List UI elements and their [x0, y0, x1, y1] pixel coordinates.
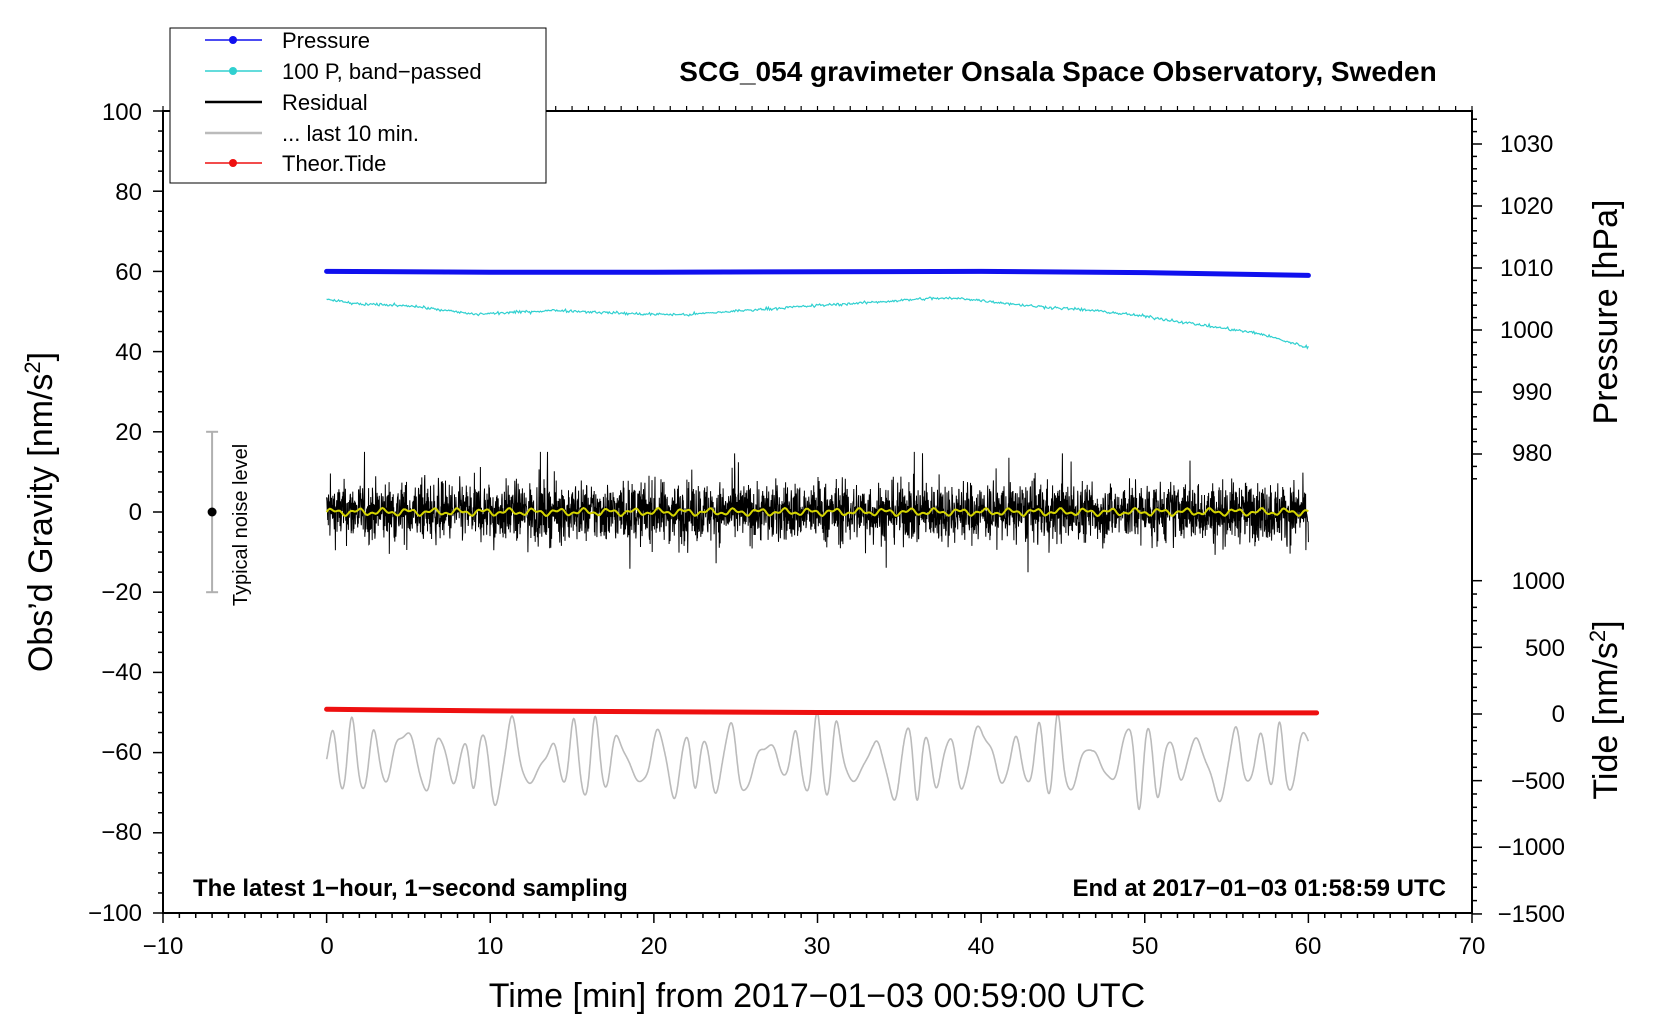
pressure-tick-label: 1030 [1500, 131, 1553, 158]
tide-tick-label: 500 [1525, 635, 1565, 662]
tide-tick-label: −1500 [1498, 901, 1565, 928]
annotation-right: End at 2017−01−03 01:58:59 UTC [1072, 875, 1446, 902]
x-tick-label: 20 [641, 933, 668, 960]
legend-swatches [205, 36, 262, 167]
legend-label-last10: ... last 10 min. [282, 121, 419, 146]
x-tick-label: 50 [1132, 933, 1159, 960]
y-tick-label: 0 [129, 499, 142, 526]
chart-title: SCG_054 gravimeter Onsala Space Observat… [679, 56, 1436, 87]
legend-label-bandpassed: 100 P, band−passed [282, 59, 482, 84]
legend-box [169, 27, 547, 184]
pressure-tick-label: 1020 [1500, 193, 1553, 220]
x-axis-title: Time [min] from 2017−01−03 00:59:00 UTC [489, 977, 1145, 1015]
y-tick-label: 40 [115, 339, 142, 366]
x-tick-label: 30 [804, 933, 831, 960]
tide-tick-labels: 1000 500 0 −500 −1000 −1500 [1498, 568, 1565, 928]
noise-center-dot [207, 507, 217, 517]
x-tick-labels: −10 0 10 20 30 40 50 60 70 [143, 933, 1486, 960]
pressure-tick-label: 1000 [1500, 317, 1553, 344]
y-tick-label: −60 [101, 739, 142, 766]
x-tick-label: −10 [143, 933, 184, 960]
y-tick-label: −40 [101, 659, 142, 686]
legend-label-pressure: Pressure [282, 28, 370, 53]
legend-swatch-marker [229, 159, 237, 167]
residual-smoothed-line [325, 506, 1309, 518]
y-tick-label: 20 [115, 419, 142, 446]
x-tick-label: 10 [477, 933, 504, 960]
legend-label-tide: Theor.Tide [282, 151, 386, 176]
y-tick-label: 100 [102, 99, 142, 126]
pressure-tick-labels: 1030 1020 1010 1000 990 980 [1500, 131, 1553, 467]
series-layer [324, 268, 1320, 811]
y-axis-tide-title: Tide [nm/s2] [1585, 620, 1625, 799]
y-tick-label: −80 [101, 819, 142, 846]
last10-line [325, 711, 1310, 811]
residual-line [326, 451, 1309, 573]
legend-swatch-marker [229, 67, 237, 75]
tide-tick-label: −1000 [1498, 834, 1565, 861]
tide-tick-label: −500 [1511, 768, 1565, 795]
x-tick-label: 0 [320, 933, 333, 960]
pressure-tick-label: 980 [1512, 440, 1552, 467]
y-axis-left-title: Obs’d Gravity [nm/s2] [20, 352, 60, 672]
legend-swatch-marker [229, 36, 237, 44]
y-tick-label: 80 [115, 179, 142, 206]
pressure-tick-label: 990 [1512, 379, 1552, 406]
pressure-tick-label: 1010 [1500, 255, 1553, 282]
tide-tick-label: 1000 [1512, 568, 1565, 595]
noise-level-label: Typical noise level [230, 444, 252, 606]
y-axis-pressure-title: Pressure [hPa] [1587, 200, 1625, 425]
annotation-left: The latest 1−hour, 1−second sampling [193, 875, 628, 902]
x-tick-label: 70 [1459, 933, 1486, 960]
legend-label-residual: Residual [282, 90, 368, 115]
x-tick-label: 40 [968, 933, 995, 960]
noise-indicator [206, 430, 219, 594]
tide-tick-label: 0 [1552, 701, 1565, 728]
pressure-line [324, 268, 1311, 278]
legend: Pressure 100 P, band−passed Residual ...… [169, 27, 547, 184]
bandpassed-line [326, 296, 1309, 350]
y-tick-label: −100 [88, 900, 142, 927]
y-tick-labels-left: 100 80 60 40 20 0 −20 −40 −60 −80 −100 [88, 99, 142, 927]
x-tick-label: 60 [1295, 933, 1322, 960]
y-tick-label: 60 [115, 259, 142, 286]
y-tick-label: −20 [101, 579, 142, 606]
tide-line [324, 706, 1320, 716]
